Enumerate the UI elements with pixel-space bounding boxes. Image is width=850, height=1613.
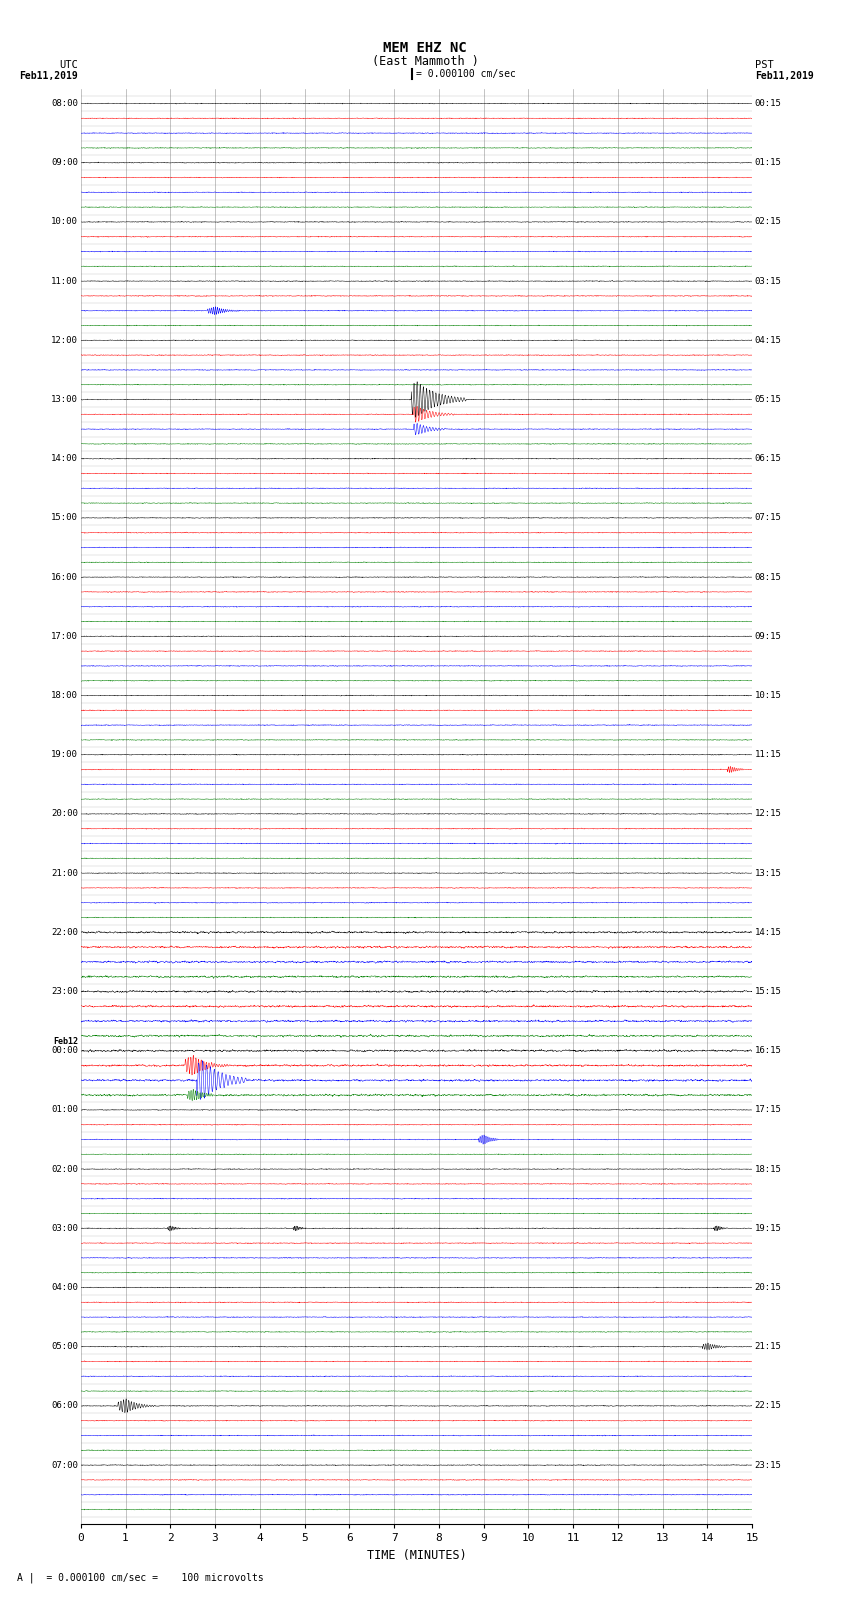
Text: MEM EHZ NC: MEM EHZ NC — [383, 42, 467, 55]
Text: 11:00: 11:00 — [51, 276, 78, 286]
Text: Feb12: Feb12 — [54, 1037, 78, 1045]
Text: 10:00: 10:00 — [51, 218, 78, 226]
Text: 18:00: 18:00 — [51, 690, 78, 700]
Text: 21:15: 21:15 — [755, 1342, 782, 1352]
Text: 09:00: 09:00 — [51, 158, 78, 168]
Text: 01:15: 01:15 — [755, 158, 782, 168]
Text: 23:15: 23:15 — [755, 1461, 782, 1469]
Text: 04:00: 04:00 — [51, 1282, 78, 1292]
Text: 05:00: 05:00 — [51, 1342, 78, 1352]
Text: 11:15: 11:15 — [755, 750, 782, 760]
Text: 22:15: 22:15 — [755, 1402, 782, 1410]
Text: 20:15: 20:15 — [755, 1282, 782, 1292]
Text: 04:15: 04:15 — [755, 336, 782, 345]
Text: 23:00: 23:00 — [51, 987, 78, 995]
Text: PST: PST — [755, 60, 774, 69]
Text: 19:00: 19:00 — [51, 750, 78, 760]
Text: 16:15: 16:15 — [755, 1047, 782, 1055]
Text: 06:15: 06:15 — [755, 455, 782, 463]
Text: 02:00: 02:00 — [51, 1165, 78, 1174]
Text: 13:00: 13:00 — [51, 395, 78, 403]
Text: 06:00: 06:00 — [51, 1402, 78, 1410]
Text: = 0.000100 cm/sec: = 0.000100 cm/sec — [416, 69, 516, 79]
Text: 22:00: 22:00 — [51, 927, 78, 937]
Text: 05:15: 05:15 — [755, 395, 782, 403]
Text: 10:15: 10:15 — [755, 690, 782, 700]
Text: UTC: UTC — [60, 60, 78, 69]
Text: 17:00: 17:00 — [51, 632, 78, 640]
Text: 20:00: 20:00 — [51, 810, 78, 818]
Text: (East Mammoth ): (East Mammoth ) — [371, 55, 479, 68]
Text: 00:00: 00:00 — [51, 1047, 78, 1055]
Text: 12:15: 12:15 — [755, 810, 782, 818]
Text: 08:15: 08:15 — [755, 573, 782, 582]
Text: 09:15: 09:15 — [755, 632, 782, 640]
Text: 21:00: 21:00 — [51, 868, 78, 877]
Text: 03:15: 03:15 — [755, 276, 782, 286]
Text: Feb11,2019: Feb11,2019 — [20, 71, 78, 81]
Text: 08:00: 08:00 — [51, 98, 78, 108]
Text: 19:15: 19:15 — [755, 1224, 782, 1232]
Text: 07:15: 07:15 — [755, 513, 782, 523]
Text: 07:00: 07:00 — [51, 1461, 78, 1469]
Text: Feb11,2019: Feb11,2019 — [755, 71, 813, 81]
Text: 14:15: 14:15 — [755, 927, 782, 937]
Text: 13:15: 13:15 — [755, 868, 782, 877]
Text: 00:15: 00:15 — [755, 98, 782, 108]
X-axis label: TIME (MINUTES): TIME (MINUTES) — [366, 1548, 467, 1561]
Text: 14:00: 14:00 — [51, 455, 78, 463]
Text: A |  = 0.000100 cm/sec =    100 microvolts: A | = 0.000100 cm/sec = 100 microvolts — [17, 1573, 264, 1582]
Text: 16:00: 16:00 — [51, 573, 78, 582]
Text: 15:00: 15:00 — [51, 513, 78, 523]
Text: 12:00: 12:00 — [51, 336, 78, 345]
Text: 01:00: 01:00 — [51, 1105, 78, 1115]
Text: 02:15: 02:15 — [755, 218, 782, 226]
Text: 15:15: 15:15 — [755, 987, 782, 995]
Text: 17:15: 17:15 — [755, 1105, 782, 1115]
Text: 18:15: 18:15 — [755, 1165, 782, 1174]
Text: 03:00: 03:00 — [51, 1224, 78, 1232]
